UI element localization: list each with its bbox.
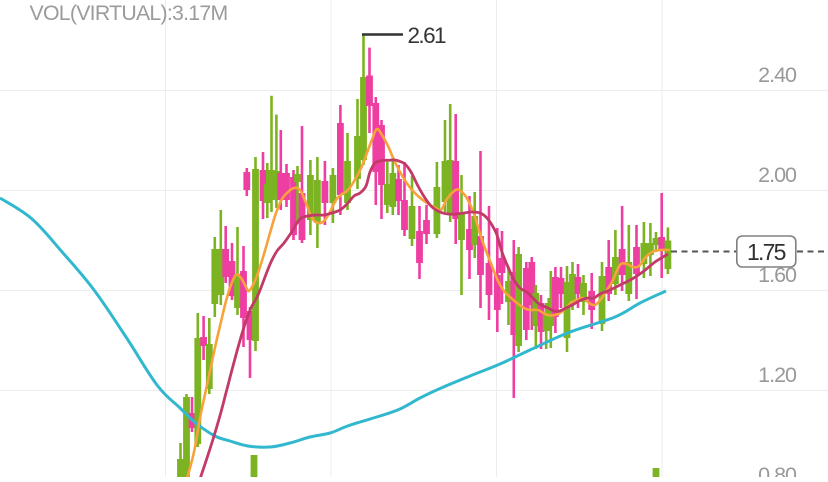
- svg-text:2.00: 2.00: [758, 163, 797, 187]
- svg-text:1.75: 1.75: [747, 239, 786, 265]
- svg-text:1.20: 1.20: [758, 363, 797, 387]
- svg-text:0.80: 0.80: [758, 463, 797, 477]
- svg-text:2.61: 2.61: [408, 23, 446, 48]
- svg-text:1.60: 1.60: [758, 263, 797, 287]
- svg-text:VOL(VIRTUAL):3.17M: VOL(VIRTUAL):3.17M: [30, 1, 228, 25]
- svg-text:2.40: 2.40: [758, 63, 797, 87]
